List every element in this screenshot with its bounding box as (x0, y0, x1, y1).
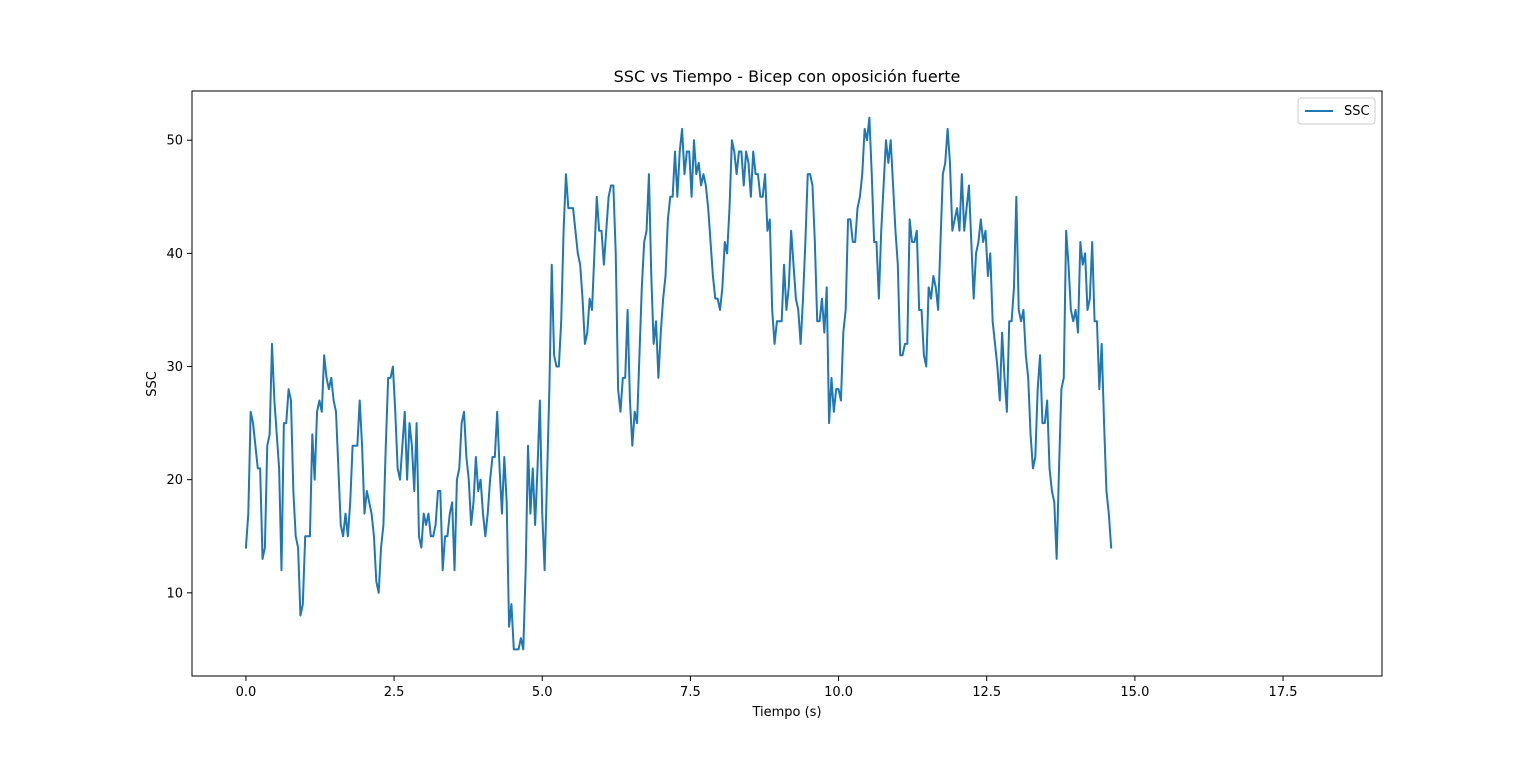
series-line-ssc (244, 116, 1113, 651)
x-tick-label: 7.5 (680, 685, 701, 700)
legend-box (1297, 97, 1376, 125)
y-axis: 10 20 30 40 50 (166, 134, 192, 601)
plot-area (191, 90, 1383, 677)
x-tick-label: 2.5 (384, 685, 405, 700)
x-tick-label: 0.0 (236, 685, 257, 700)
plot-frame (191, 90, 1383, 677)
y-tick-label: 30 (166, 360, 183, 375)
x-tick-label: 12.5 (972, 685, 1001, 700)
y-tick-label: 40 (166, 247, 183, 262)
legend: SSC (1297, 97, 1376, 125)
y-tick-label: 50 (166, 134, 183, 149)
x-tick-label: 17.5 (1269, 685, 1298, 700)
legend-label-ssc: SSC (1344, 104, 1370, 119)
x-tick-label: 15.0 (1120, 685, 1149, 700)
x-tick-label: 5.0 (532, 685, 553, 700)
y-tick-label: 20 (166, 473, 183, 488)
x-tick-label: 10.0 (824, 685, 853, 700)
x-axis-label: Tiempo (s) (751, 705, 821, 720)
chart-title: SSC vs Tiempo - Bicep con oposición fuer… (614, 67, 961, 86)
y-tick-label: 10 (166, 586, 183, 601)
x-axis: 0.0 2.5 5.0 7.5 10.0 12.5 15.0 17.5 (236, 676, 1298, 700)
y-axis-label: SSC (145, 371, 160, 397)
